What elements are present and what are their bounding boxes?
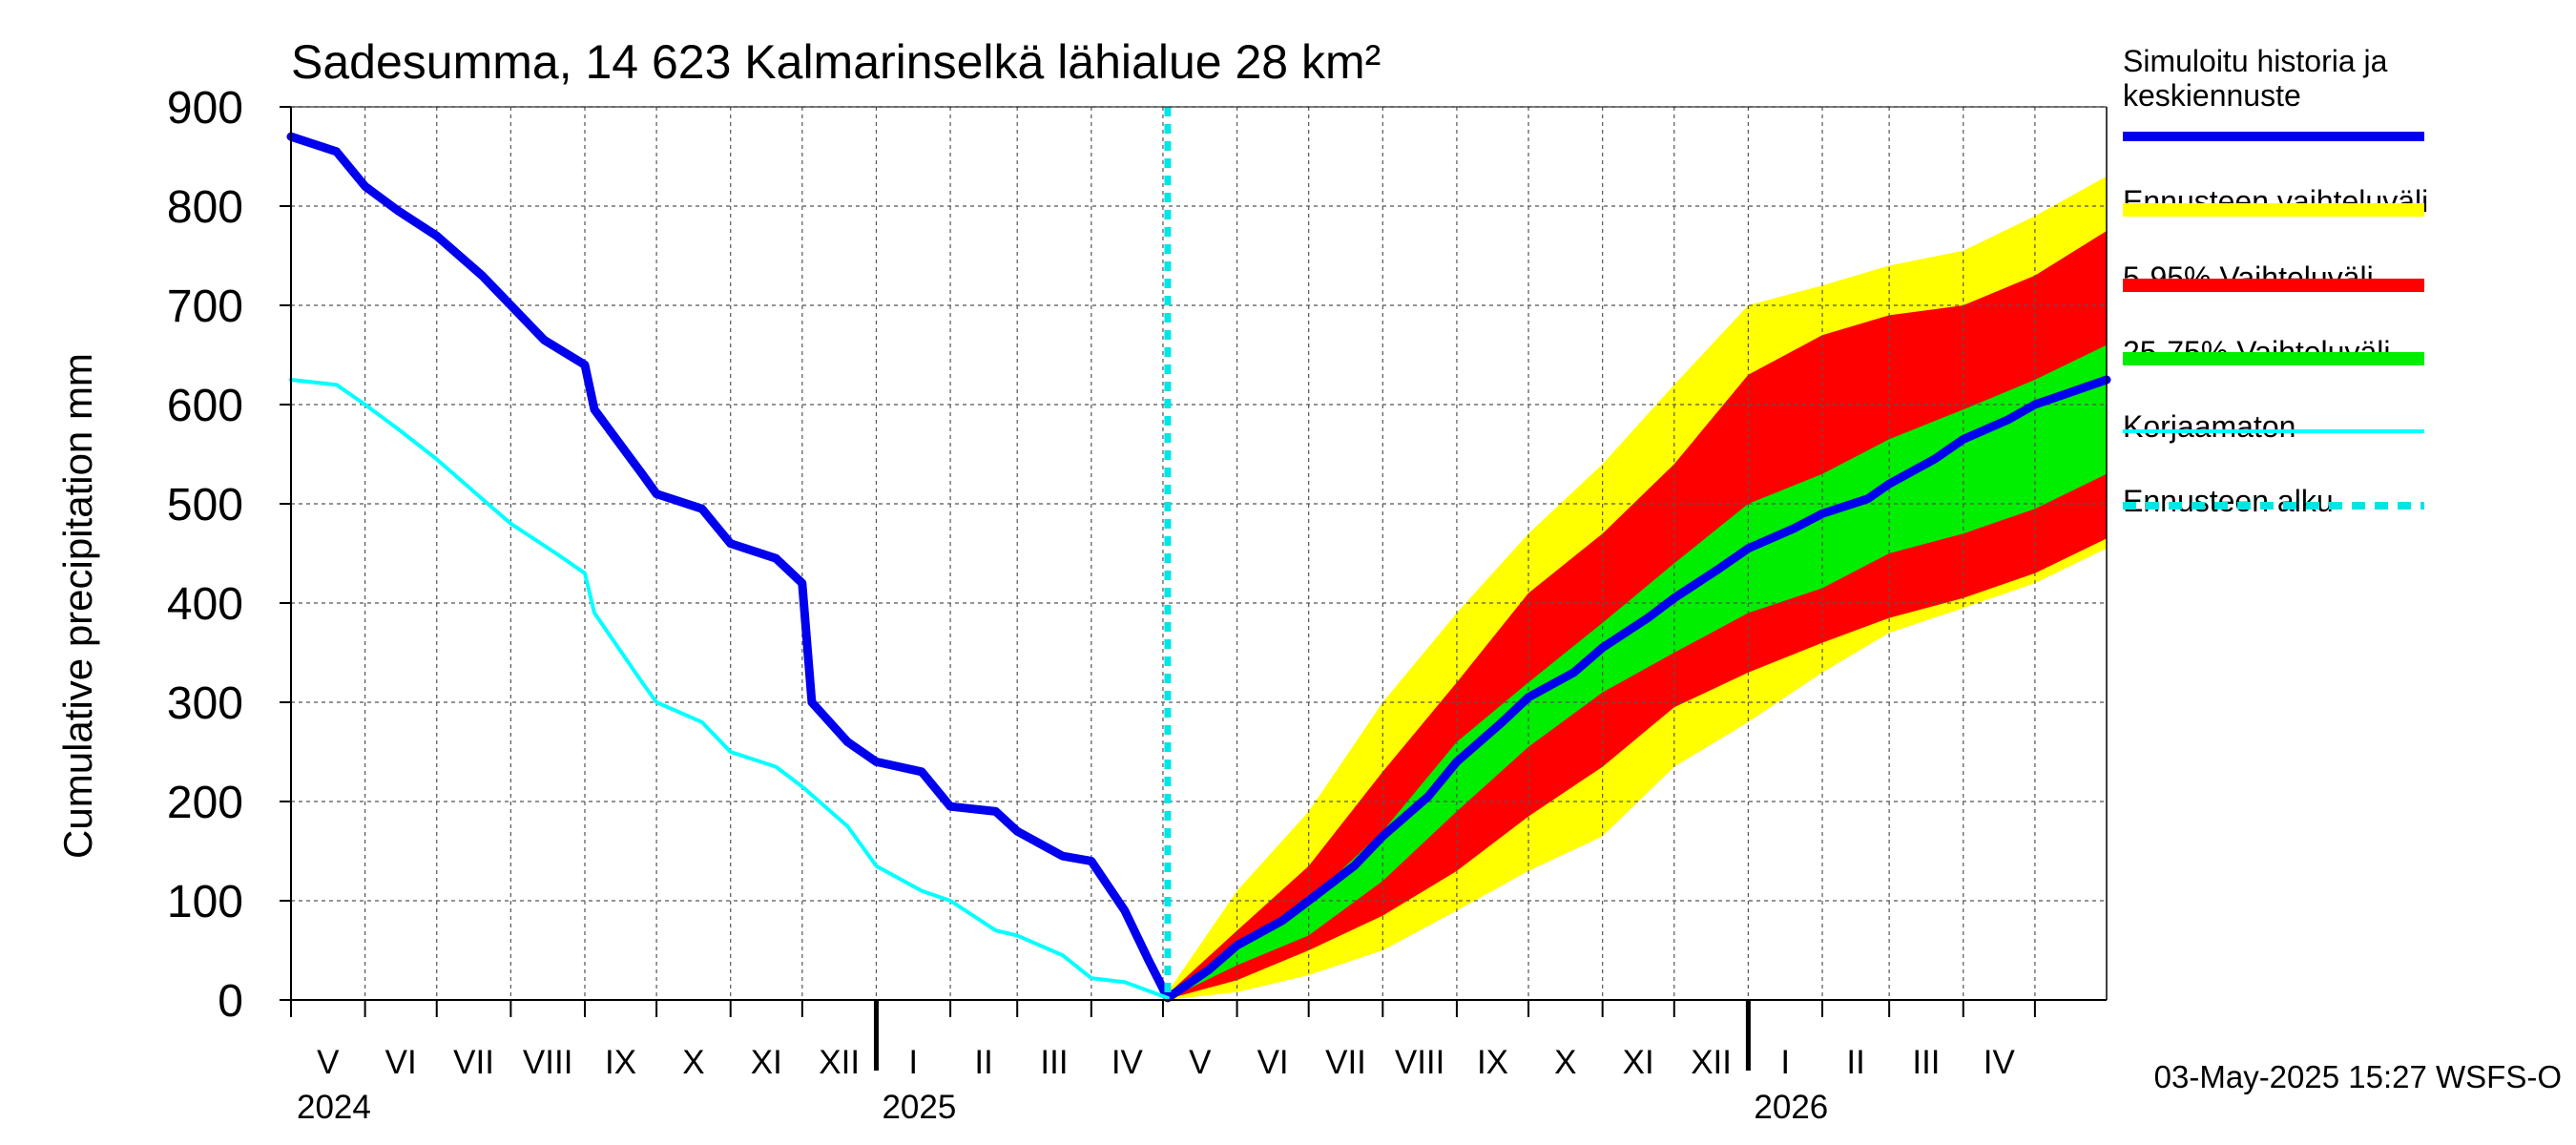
y-tick-label: 300 (167, 678, 243, 729)
month-label: IV (1984, 1044, 2016, 1081)
month-label: III (1912, 1044, 1940, 1081)
month-label: III (1040, 1044, 1068, 1081)
series-line-1 (286, 132, 2111, 1003)
y-axis-label: Cumulative precipitation mm (55, 353, 100, 859)
month-label: XII (1691, 1044, 1732, 1081)
legend-label-line: Simuloitu historia ja (2123, 44, 2388, 78)
month-label: VIII (1395, 1044, 1445, 1081)
month-label: VII (1325, 1044, 1366, 1081)
y-tick-label: 400 (167, 579, 243, 630)
month-label: IX (1477, 1044, 1508, 1081)
legend: Simuloitu historia ja keskiennuste Ennuste… (2123, 44, 2428, 518)
y-tick-label: 0 (218, 976, 243, 1027)
month-label: VI (1257, 1044, 1289, 1081)
month-label: XI (1623, 1044, 1654, 1081)
month-label: I (908, 1044, 918, 1081)
month-label: IV (1111, 1044, 1144, 1081)
month-label: X (682, 1044, 704, 1081)
month-label: VI (385, 1044, 417, 1081)
legend-label: Ennusteen alku (2123, 484, 2334, 518)
band-3 (1167, 344, 2107, 1000)
footer-timestamp: 03-May-2025 15:27 WSFS-O (2154, 1059, 2562, 1094)
year-label: 2025 (882, 1089, 956, 1126)
month-label: XI (751, 1044, 782, 1081)
legend-item-2: Ennusteen vaihteluväli (2123, 184, 2428, 219)
y-tick-label: 200 (167, 778, 243, 828)
month-label: IX (605, 1044, 636, 1081)
legend-item-6: Ennusteen alku (2123, 484, 2424, 518)
y-tick-label: 100 (167, 877, 243, 927)
legend-item-4: 25-75% Vaihteluväli (2123, 335, 2424, 369)
month-label: XII (819, 1044, 860, 1081)
y-tick-label: 900 (167, 83, 243, 134)
legend-item-3: 5-95% Vaihteluväli (2123, 260, 2424, 295)
series-line-2 (289, 378, 1170, 1000)
forecast-bands (1167, 176, 2107, 1001)
month-label: V (317, 1044, 340, 1081)
y-tick-label: 800 (167, 182, 243, 233)
y-tick-label: 700 (167, 281, 243, 332)
legend-item-1: Simuloitu historia ja keskiennuste (2123, 44, 2424, 141)
month-label: X (1554, 1044, 1576, 1081)
year-label: 2024 (297, 1089, 371, 1126)
axes (280, 106, 2108, 1071)
y-tick-label: 600 (167, 381, 243, 431)
month-label: VII (453, 1044, 494, 1081)
month-label: II (974, 1044, 992, 1081)
month-label: II (1846, 1044, 1864, 1081)
chart-title: Sadesumma, 14 623 Kalmarinselkä lähialue… (291, 35, 1381, 89)
month-label: VIII (523, 1044, 573, 1081)
month-label: I (1780, 1044, 1790, 1081)
grid-lines (291, 106, 2107, 1000)
legend-label: Korjaamaton (2123, 409, 2296, 444)
month-label: V (1189, 1044, 1212, 1081)
legend-item-5: Korjaamaton (2123, 409, 2424, 444)
legend-label-line: keskiennuste (2123, 78, 2301, 113)
legend-label: Simuloitu historia ja keskiennuste (2123, 44, 2388, 113)
series-lines (286, 107, 2111, 1003)
year-label: 2026 (1754, 1089, 1828, 1126)
y-tick-label: 500 (167, 480, 243, 531)
